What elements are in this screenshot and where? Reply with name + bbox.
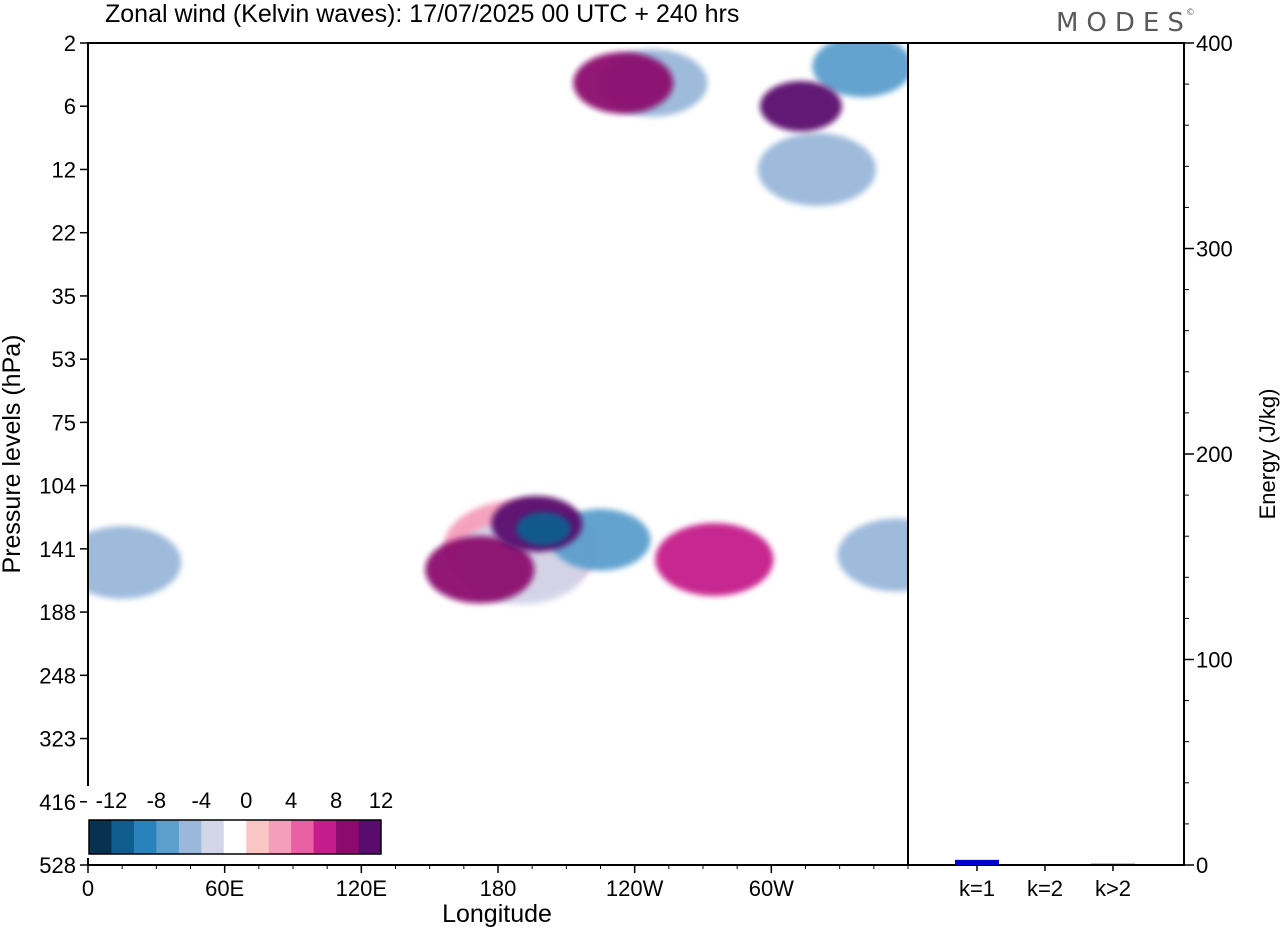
y-tick-label: 6: [64, 94, 76, 119]
heatmap-x-axis: 0 60E 120E 180 120W 60W: [82, 865, 909, 901]
colorbar-swatch: [291, 820, 315, 854]
contour-blob: [425, 536, 535, 604]
y-axis-title: Pressure levels (hPa): [0, 335, 26, 574]
energy-tick-label: 400: [1196, 31, 1233, 56]
colorbar-label: 4: [285, 788, 297, 813]
x-tick-label: 60W: [749, 876, 794, 901]
x-tick-label: 60E: [205, 876, 244, 901]
colorbar-swatch: [358, 820, 382, 854]
contour-blob: [88, 526, 182, 599]
brand-logo: MODES©: [1056, 8, 1195, 38]
contour-blob: [516, 511, 571, 546]
energy-axis-title: Energy (J/kg): [1255, 389, 1280, 520]
y-tick-label: 248: [39, 663, 76, 688]
x-tick-label: 180: [480, 876, 517, 901]
colorbar-swatch: [313, 820, 337, 854]
y-tick-label: 188: [39, 600, 76, 625]
x-tick-label: 0: [82, 876, 94, 901]
y-tick-label: 416: [39, 790, 76, 815]
y-tick-label: 141: [39, 537, 76, 562]
y-tick-label: 35: [52, 284, 76, 309]
contour-blob: [759, 81, 842, 132]
colorbar-swatch: [223, 820, 247, 854]
heatmap-fields: [88, 43, 908, 725]
x-tick-label: 120W: [606, 876, 664, 901]
y-tick-label: 53: [52, 347, 76, 372]
bar-category-label: k>2: [1095, 876, 1131, 901]
energy-tick-label: 300: [1196, 237, 1233, 262]
energy-bars: k=1 k=2 k>2: [955, 859, 1135, 901]
colorbar-label: 0: [240, 788, 252, 813]
contour-blob: [655, 523, 774, 596]
y-tick-label: 75: [52, 410, 76, 435]
colorbar-swatch: [336, 820, 360, 854]
colorbar-legend: -12 -8 -4 0 4 8 12: [87, 786, 393, 858]
chart-title: Zonal wind (Kelvin waves): 17/07/2025 00…: [105, 0, 739, 28]
y-tick-label: 104: [39, 474, 76, 499]
y-tick-label: 528: [39, 853, 76, 878]
contour-blob: [812, 43, 908, 98]
colorbar-outline: [88, 819, 382, 855]
y-tick-label: 12: [52, 157, 76, 182]
x-tick-label: 120E: [336, 876, 387, 901]
colorbar-label: 12: [369, 788, 393, 813]
y-tick-label: 323: [39, 727, 76, 752]
energy-tick-label: 100: [1196, 648, 1233, 673]
colorbar-label: 8: [330, 788, 342, 813]
bar-category-label: k=2: [1027, 876, 1063, 901]
energy-bar-k>2: [1091, 863, 1135, 866]
energy-tick-label: 200: [1196, 442, 1233, 467]
colorbar-swatch: [89, 820, 112, 854]
colorbar-swatch: [201, 820, 225, 854]
colorbar-swatch: [111, 820, 135, 854]
colorbar-swatch: [268, 820, 292, 854]
colorbar-swatch: [246, 820, 270, 854]
y-tick-label: 2: [64, 31, 76, 56]
colorbar-swatch: [156, 820, 180, 854]
energy-tick-label: 0: [1196, 853, 1208, 878]
colorbar-label: -8: [147, 788, 167, 813]
contour-blob: [557, 629, 713, 725]
bar-category-label: k=1: [959, 876, 995, 901]
contour-blob: [757, 133, 877, 206]
colorbar-swatch: [178, 820, 202, 854]
y-tick-label: 22: [52, 221, 76, 246]
contour-blob: [837, 518, 908, 592]
colorbar-label: -12: [96, 788, 128, 813]
colorbar-swatch: [133, 820, 157, 854]
bar-frame: [907, 42, 1185, 866]
contour-blob: [573, 52, 674, 114]
energy-bar-k=1: [955, 859, 999, 865]
x-axis-title: Longitude: [442, 900, 552, 928]
heatmap-y-axis: 2 6 12 22 35 53 75 104 141 188 248 323 416 528: [39, 31, 88, 878]
colorbar-label: -4: [192, 788, 212, 813]
energy-y-axis: 0 100 200 300 400: [1184, 31, 1233, 878]
